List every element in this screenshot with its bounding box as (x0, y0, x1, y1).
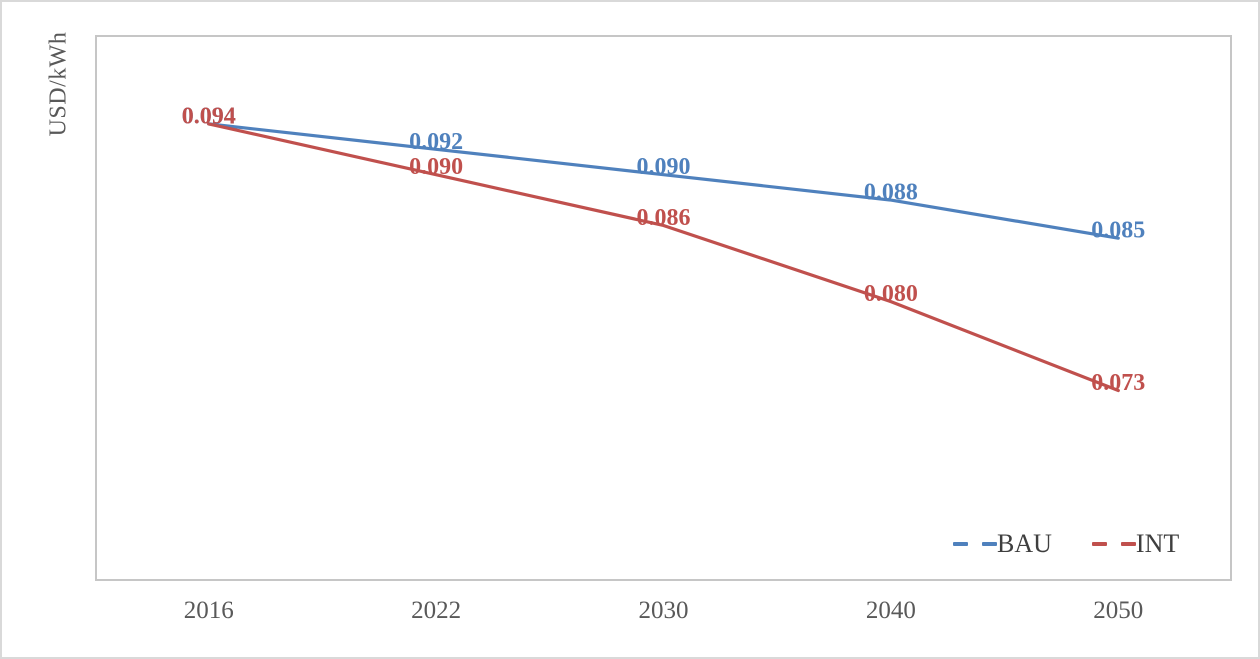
plot-border (95, 35, 1232, 581)
legend-label-int: INT (1135, 529, 1180, 558)
bau-dash-icon (953, 542, 968, 546)
bau-line (207, 122, 1120, 240)
int-dash-icon (1091, 542, 1107, 546)
legend: BAU INT (953, 529, 1180, 558)
bau-data-label: 0.085 (1091, 218, 1145, 244)
int-data-label: 0.073 (1091, 370, 1145, 396)
bau-data-label: 0.094 (182, 103, 236, 129)
bau-data-label: 0.092 (409, 129, 463, 155)
int-data-label: 0.086 (637, 205, 691, 231)
legend-item-bau[interactable]: BAU (953, 529, 1052, 558)
x-tick-label: 2022 (411, 597, 461, 624)
x-tick-label: 2040 (866, 597, 916, 624)
int-line (207, 122, 1120, 393)
int-data-label: 0.090 (409, 154, 463, 180)
bau-dash-icon (982, 542, 997, 546)
int-dash-icon (1120, 542, 1136, 546)
int-data-label: 0.080 (864, 281, 918, 307)
bau-data-label: 0.088 (864, 180, 918, 206)
int-data-label: 0.094 (182, 103, 236, 129)
legend-label-bau: BAU (997, 529, 1052, 558)
x-tick-label: 2050 (1093, 597, 1143, 624)
x-tick-label: 2016 (184, 597, 234, 624)
legend-item-int[interactable]: INT (1091, 529, 1180, 558)
x-tick-label: 2030 (639, 597, 689, 624)
bau-data-label: 0.090 (637, 154, 691, 180)
